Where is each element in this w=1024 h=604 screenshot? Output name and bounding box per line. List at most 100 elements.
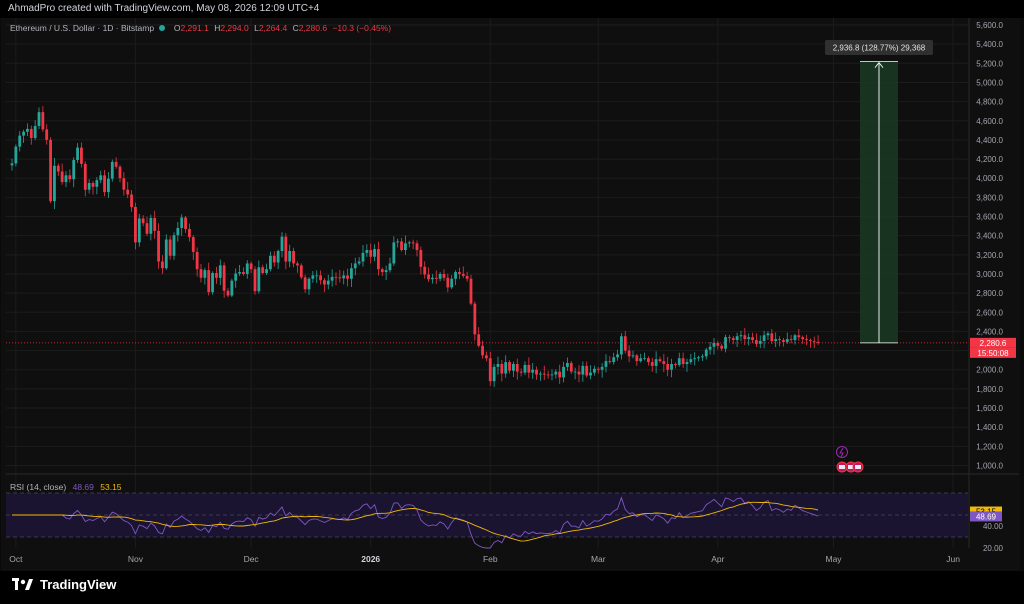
candle-body — [427, 274, 430, 280]
candle-body — [701, 356, 704, 358]
candle-body — [789, 339, 793, 341]
candle-body — [766, 333, 770, 336]
candle-body — [454, 272, 457, 279]
candle-body — [558, 371, 562, 378]
lightning-icon-bolt — [839, 447, 844, 458]
candle-body — [442, 273, 446, 278]
candle-body — [662, 361, 666, 364]
candle-body — [72, 160, 76, 180]
candle-body — [816, 341, 820, 343]
candle-body — [450, 278, 454, 288]
candle-body — [22, 131, 25, 136]
candle-body — [180, 217, 184, 229]
candle-body — [542, 373, 546, 375]
price-tick-label: 1,200.0 — [976, 442, 1003, 451]
price-tick-label: 2,800.0 — [976, 289, 1003, 298]
candle-body — [643, 358, 646, 360]
candle-body — [199, 269, 203, 278]
candle-body — [677, 358, 681, 365]
us-flag-icon-stripe — [839, 465, 845, 469]
candle-body — [126, 189, 130, 195]
candle-body — [693, 358, 697, 360]
candle-body — [380, 269, 384, 273]
price-tick-label: 4,000.0 — [976, 174, 1003, 183]
time-tick-label: Apr — [711, 554, 724, 564]
rsi-tag — [970, 511, 1002, 522]
lightning-icon — [836, 446, 848, 458]
price-tick-label: 4,800.0 — [976, 98, 1003, 107]
candle-body — [311, 275, 315, 279]
price-tick-label: 5,600.0 — [976, 21, 1003, 30]
candle-body — [747, 337, 751, 340]
candle-body — [666, 363, 670, 370]
candle-body — [87, 183, 91, 190]
chart-panel[interactable] — [1, 18, 1020, 571]
candle-body — [361, 252, 365, 262]
close-label: C — [292, 23, 299, 33]
candle-body — [103, 175, 106, 193]
candle-body — [319, 275, 322, 281]
time-tick-label: Feb — [483, 554, 498, 564]
candle-body — [739, 335, 743, 337]
candle-body — [168, 239, 172, 256]
candle-body — [396, 241, 400, 243]
measure-label-box — [825, 40, 933, 55]
candle-body — [496, 363, 500, 367]
candle-body — [770, 333, 774, 342]
candle-body — [423, 266, 427, 275]
rsi-value: 48.69 — [72, 482, 94, 492]
candle-body — [674, 363, 677, 365]
candle-body — [539, 373, 542, 375]
footer-bar — [0, 571, 1024, 604]
candle-body — [307, 278, 311, 290]
candle-body — [755, 340, 758, 344]
candle-body — [296, 263, 299, 266]
tradingview-logo[interactable]: TradingView — [12, 577, 116, 592]
candle-body — [269, 255, 272, 270]
us-flag-icon-stripe — [848, 465, 854, 469]
candle-body — [743, 335, 747, 340]
candle-body — [257, 267, 261, 292]
candle-body — [346, 275, 349, 279]
candle-body — [95, 180, 99, 187]
rsi-legend[interactable]: RSI (14, close) 48.69 53.15 — [10, 482, 122, 492]
candle-body — [203, 270, 207, 278]
candle-body — [68, 175, 72, 180]
candle-body — [388, 263, 392, 271]
brand-name: TradingView — [40, 577, 117, 592]
candle-body — [411, 242, 415, 244]
candle-body — [249, 263, 253, 270]
candle-body — [245, 263, 249, 274]
high-value: 2,294.0 — [220, 23, 249, 33]
price-tick-label: 2,400.0 — [976, 327, 1003, 336]
candle-body — [37, 112, 41, 127]
time-tick-label: 2026 — [361, 554, 380, 564]
candle-body — [157, 230, 160, 262]
candle-body — [184, 217, 187, 229]
candle-body — [315, 275, 319, 277]
rsi-tick-label: 40.00 — [983, 522, 1004, 531]
candle-body — [134, 206, 137, 243]
price-tag-value: 2,280.6 — [980, 339, 1007, 348]
candle-body — [562, 366, 565, 378]
candle-body — [492, 366, 496, 382]
time-tick-label: Nov — [128, 554, 144, 564]
candle-body — [488, 358, 492, 382]
candle-body — [573, 371, 577, 373]
price-tick-label: 1,800.0 — [976, 385, 1003, 394]
candle-body — [172, 235, 176, 256]
candle-body — [419, 250, 423, 267]
symbol-legend[interactable]: Ethereum / U.S. Dollar · 1D · Bitstamp O… — [10, 23, 391, 33]
candle-body — [26, 128, 29, 132]
candle-body — [785, 339, 789, 342]
candle-body — [357, 261, 361, 264]
price-tick-label: 4,400.0 — [976, 136, 1003, 145]
candle-body — [569, 363, 573, 372]
candle-body — [504, 362, 508, 374]
candle-body — [141, 218, 145, 224]
rsi-tag-value: 48.69 — [976, 512, 997, 521]
candle-body — [230, 280, 234, 296]
candle-body — [338, 277, 342, 279]
candle-body — [49, 139, 52, 202]
